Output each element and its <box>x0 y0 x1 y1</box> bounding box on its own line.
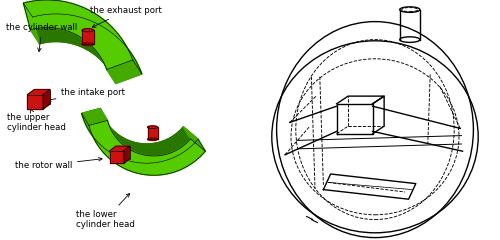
Polygon shape <box>24 3 40 44</box>
Polygon shape <box>110 146 130 151</box>
Ellipse shape <box>82 29 94 32</box>
Ellipse shape <box>82 43 94 46</box>
Polygon shape <box>89 120 206 175</box>
Text: the intake port: the intake port <box>48 88 126 101</box>
Polygon shape <box>24 0 132 69</box>
Polygon shape <box>124 146 130 163</box>
Ellipse shape <box>148 126 158 128</box>
Polygon shape <box>82 108 108 125</box>
Ellipse shape <box>148 138 158 140</box>
Text: the cylinder wall: the cylinder wall <box>6 23 78 52</box>
Polygon shape <box>184 127 206 151</box>
Polygon shape <box>43 90 50 109</box>
Polygon shape <box>100 108 190 156</box>
Polygon shape <box>107 60 142 83</box>
Polygon shape <box>82 108 198 163</box>
Text: the upper
cylinder head: the upper cylinder head <box>8 109 66 132</box>
Polygon shape <box>148 127 158 139</box>
Text: the lower
cylinder head: the lower cylinder head <box>76 193 134 229</box>
Polygon shape <box>24 0 142 74</box>
Polygon shape <box>27 95 43 109</box>
Text: the exhaust port: the exhaust port <box>90 6 162 27</box>
Polygon shape <box>82 113 206 175</box>
Polygon shape <box>32 14 142 83</box>
Polygon shape <box>82 30 94 44</box>
Polygon shape <box>110 151 124 163</box>
Text: the rotor wall: the rotor wall <box>14 157 102 170</box>
Polygon shape <box>27 90 50 95</box>
Polygon shape <box>30 28 116 83</box>
